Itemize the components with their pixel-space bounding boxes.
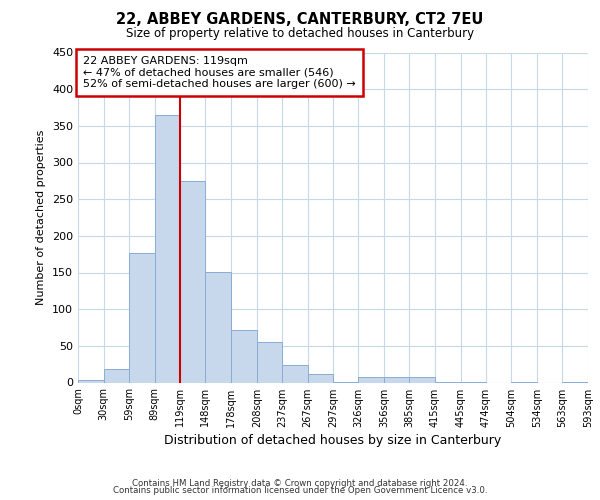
Text: Size of property relative to detached houses in Canterbury: Size of property relative to detached ho…	[126, 28, 474, 40]
Bar	[257, 342, 282, 382]
Bar	[308, 374, 334, 382]
Bar	[104, 368, 129, 382]
Bar	[205, 272, 231, 382]
Bar	[155, 115, 181, 382]
Y-axis label: Number of detached properties: Number of detached properties	[37, 130, 46, 305]
Text: Contains HM Land Registry data © Crown copyright and database right 2024.: Contains HM Land Registry data © Crown c…	[132, 478, 468, 488]
Bar	[181, 181, 205, 382]
Bar	[282, 365, 308, 382]
Text: Contains public sector information licensed under the Open Government Licence v3: Contains public sector information licen…	[113, 486, 487, 495]
Text: 22, ABBEY GARDENS, CANTERBURY, CT2 7EU: 22, ABBEY GARDENS, CANTERBURY, CT2 7EU	[116, 12, 484, 28]
Bar	[129, 254, 155, 382]
Bar	[231, 330, 257, 382]
Bar	[409, 378, 435, 382]
Bar	[384, 378, 409, 382]
Bar	[78, 380, 104, 382]
Text: 22 ABBEY GARDENS: 119sqm
← 47% of detached houses are smaller (546)
52% of semi-: 22 ABBEY GARDENS: 119sqm ← 47% of detach…	[83, 56, 356, 89]
Bar	[358, 378, 384, 382]
X-axis label: Distribution of detached houses by size in Canterbury: Distribution of detached houses by size …	[164, 434, 502, 446]
